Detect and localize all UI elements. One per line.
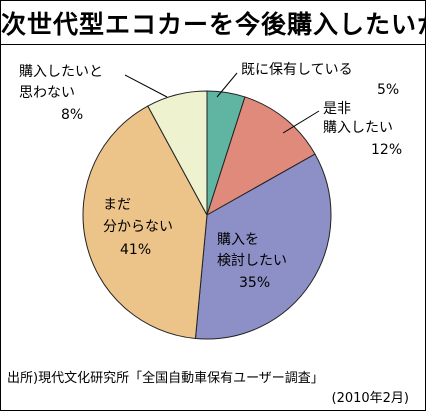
slice-undecided [82,105,208,340]
slice-label-considering-2: 検討したい [217,253,287,269]
slice-value-undecided: 41% [120,242,152,258]
slice-label-considering-1: 購入を [217,232,259,248]
slice-definitely-buy [206,96,316,217]
chart-title: 次世代型エコカーを今後購入したいか [1,10,426,39]
slice-value-not-buy: 8% [61,107,84,123]
slice-value-definitely-buy: 12% [371,142,403,158]
slice-label-not-buy-2: 思わない [19,85,75,101]
slice-label-undecided-2: 分からない [103,219,173,235]
leader-definitely-buy [282,110,320,134]
slice-label-undecided-1: まだ [103,197,131,213]
slice-label-definitely-buy-2: 購入したい [323,120,393,136]
slice-value-owned: 5% [377,82,400,98]
slice-considering [194,153,332,340]
leader-owned [216,72,238,98]
slice-label-owned: 既に保有している [241,62,353,78]
leader-not-buy [124,74,168,98]
slice-label-definitely-buy-1: 是非 [323,101,351,117]
title-divider [1,44,425,45]
source-date: (2010年2月) [331,391,410,406]
slice-value-considering: 35% [239,275,271,291]
source-note: 出所)現代文化研究所「全国自動車保有ユーザー調査」 [7,371,324,386]
slice-label-not-buy-1: 購入したいと [19,64,103,80]
slice-not-buy [147,90,208,216]
